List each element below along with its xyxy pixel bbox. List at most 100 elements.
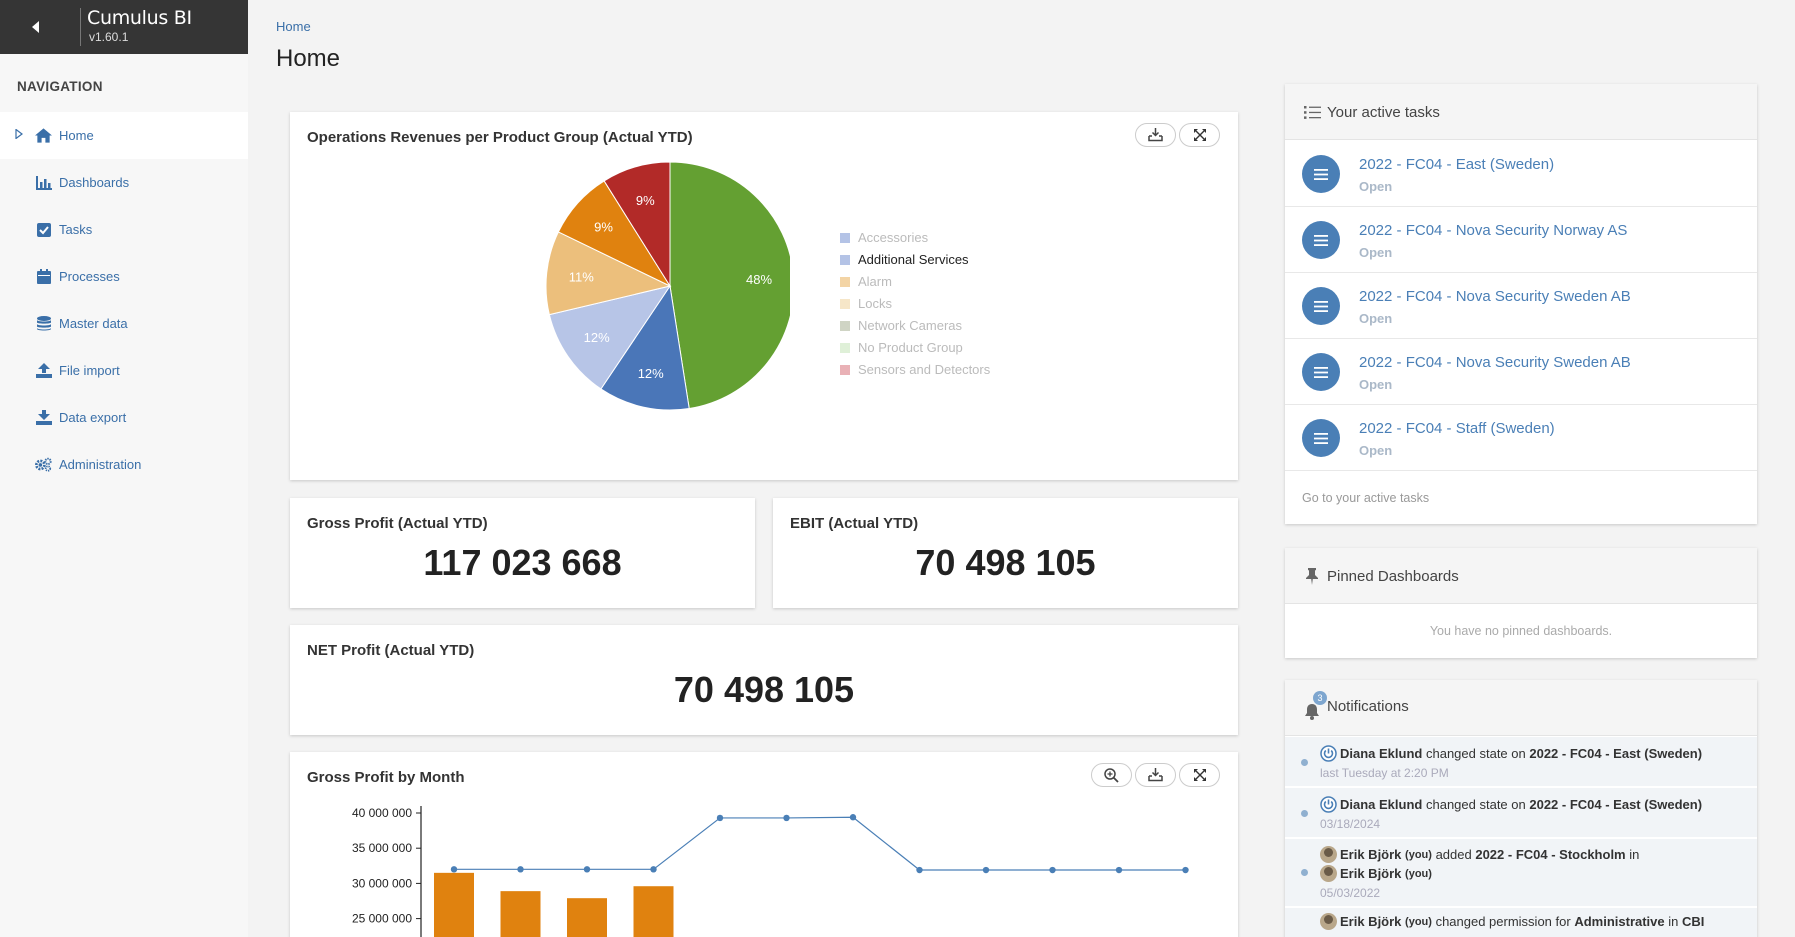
task-status: Open xyxy=(1359,311,1393,326)
sidebar-item-administration[interactable]: Administration xyxy=(0,441,248,488)
notification-user[interactable]: Erik Björk xyxy=(1340,914,1402,929)
task-item[interactable]: 2022 - FC04 - Staff (Sweden) Open xyxy=(1285,405,1757,471)
fullscreen-button[interactable] xyxy=(1179,763,1220,787)
caret-left-icon xyxy=(32,21,39,33)
breadcrumb[interactable]: Home xyxy=(276,19,311,34)
notification-tail: in xyxy=(1629,847,1640,862)
unread-dot xyxy=(1301,759,1308,766)
sidebar-item-master-data[interactable]: Master data xyxy=(0,300,248,347)
notification-item[interactable]: Diana Eklund changed state on 2022 - FC0… xyxy=(1285,737,1757,787)
page-title: Home xyxy=(276,45,341,72)
download-button[interactable] xyxy=(1135,123,1176,147)
notification-text: Diana Eklund changed state on 2022 - FC0… xyxy=(1320,796,1702,813)
line-point xyxy=(982,866,990,874)
notification-time: 05/03/2022 xyxy=(1320,886,1381,900)
task-item[interactable]: 2022 - FC04 - East (Sweden) Open xyxy=(1285,141,1757,207)
pie-slice-label: 9% xyxy=(594,219,613,234)
legend-item[interactable]: Sensors and Detectors xyxy=(840,362,990,377)
legend-item[interactable]: No Product Group xyxy=(840,340,963,355)
legend-item[interactable]: Alarm xyxy=(840,274,892,289)
sidebar-item-data-export[interactable]: Data export xyxy=(0,394,248,441)
line-point xyxy=(716,814,724,822)
notification-badge: 3 xyxy=(1313,691,1327,705)
notification-item[interactable]: Diana Eklund changed state on 2022 - FC0… xyxy=(1285,788,1757,838)
sidebar-item-processes[interactable]: Processes xyxy=(0,253,248,300)
database-icon xyxy=(35,315,52,332)
app-name: Cumulus BI xyxy=(87,7,192,29)
sidebar-item-label: Processes xyxy=(59,269,120,284)
sidebar-item-home[interactable]: Home xyxy=(0,112,248,159)
legend-swatch xyxy=(840,276,850,287)
notification-target[interactable]: 2022 - FC04 - Stockholm xyxy=(1475,847,1626,862)
legend-swatch xyxy=(840,342,850,353)
legend-item[interactable]: Accessories xyxy=(840,230,928,245)
avatar xyxy=(1320,913,1337,930)
legend-item[interactable]: Network Cameras xyxy=(840,318,962,333)
zoom-in-icon xyxy=(1104,767,1119,783)
legend-label: Sensors and Detectors xyxy=(858,362,991,377)
pie-slice xyxy=(603,162,671,288)
download-button[interactable] xyxy=(1135,763,1176,787)
line-point xyxy=(450,866,458,873)
y-tick-label: 35 000 000 xyxy=(352,841,412,855)
notification-user[interactable]: Erik Björk xyxy=(1340,866,1402,881)
task-item[interactable]: 2022 - FC04 - Nova Security Sweden AB Op… xyxy=(1285,339,1757,405)
pie-slice-label: 11% xyxy=(569,269,594,284)
sidebar-item-label: File import xyxy=(59,363,120,378)
task-title[interactable]: 2022 - FC04 - Staff (Sweden) xyxy=(1359,420,1555,437)
fullscreen-button[interactable] xyxy=(1179,123,1220,147)
active-tasks-link[interactable]: Go to your active tasks xyxy=(1302,491,1430,505)
sidebar-collapse-button[interactable] xyxy=(0,0,72,54)
pie-slice xyxy=(600,284,690,411)
notification-user[interactable]: Erik Björk xyxy=(1340,847,1402,862)
sidebar-item-dashboards[interactable]: Dashboards xyxy=(0,159,248,206)
y-tick-label: 40 000 000 xyxy=(352,806,412,820)
pie-slice xyxy=(548,285,672,390)
expand-icon xyxy=(1193,129,1206,141)
notification-action: changed state on xyxy=(1425,797,1526,812)
checkbox-icon xyxy=(35,221,52,238)
download-icon xyxy=(1148,128,1163,142)
line-point xyxy=(517,866,524,873)
active-tasks-panel: Your active tasks 2022 - FC04 - East (Sw… xyxy=(1285,84,1757,524)
pinned-empty-text: You have no pinned dashboards. xyxy=(1429,624,1613,638)
notification-user[interactable]: Diana Eklund xyxy=(1340,746,1423,761)
task-icon xyxy=(1302,155,1340,193)
notification-target[interactable]: CBI xyxy=(1682,914,1705,929)
legend-item[interactable]: Locks xyxy=(840,296,892,311)
bar xyxy=(567,898,607,937)
line-point xyxy=(583,866,591,873)
panel-header: Your active tasks xyxy=(1285,84,1757,140)
list-icon xyxy=(1303,103,1321,121)
panel-title: Notifications xyxy=(1327,698,1409,715)
unread-dot xyxy=(1301,810,1308,817)
task-title[interactable]: 2022 - FC04 - East (Sweden) xyxy=(1359,156,1555,173)
kpi-value: 117 023 668 xyxy=(423,542,622,583)
notification-target[interactable]: 2022 - FC04 - East (Sweden) xyxy=(1529,797,1703,812)
notification-target[interactable]: Administrative xyxy=(1574,914,1665,929)
sidebar-item-tasks[interactable]: Tasks xyxy=(0,206,248,253)
notification-item[interactable]: Erik Björk (you) added 2022 - FC04 - Sto… xyxy=(1285,839,1757,907)
task-status: Open xyxy=(1359,179,1393,194)
sidebar-item-file-import[interactable]: File import xyxy=(0,347,248,394)
notification-item[interactable]: Erik Björk (you) changed permission for … xyxy=(1285,908,1757,937)
panel-title: Your active tasks xyxy=(1327,104,1440,121)
brand-bar: Cumulus BI v1.60.1 xyxy=(0,0,248,54)
pie-legend: Accessories Additional Services Alarm Lo… xyxy=(840,230,1040,380)
legend-label: Locks xyxy=(858,296,892,311)
task-title[interactable]: 2022 - FC04 - Nova Security Sweden AB xyxy=(1359,288,1631,305)
task-title[interactable]: 2022 - FC04 - Nova Security Sweden AB xyxy=(1359,354,1631,371)
task-title[interactable]: 2022 - FC04 - Nova Security Norway AS xyxy=(1359,222,1628,239)
zoom-button[interactable] xyxy=(1091,763,1132,787)
notification-user[interactable]: Diana Eklund xyxy=(1340,797,1423,812)
legend-item[interactable]: Additional Services xyxy=(840,252,969,267)
task-item[interactable]: 2022 - FC04 - Nova Security Sweden AB Op… xyxy=(1285,273,1757,339)
y-tick-label: 25 000 000 xyxy=(352,912,412,926)
task-icon xyxy=(1302,221,1340,259)
task-item[interactable]: 2022 - FC04 - Nova Security Norway AS Op… xyxy=(1285,207,1757,273)
avatar xyxy=(1320,865,1337,882)
notification-target[interactable]: 2022 - FC04 - East (Sweden) xyxy=(1529,746,1703,761)
power-icon xyxy=(1320,745,1337,762)
pie-slice-label: 12% xyxy=(638,366,664,381)
nav-list: Home Dashboards Tasks Processes Master d… xyxy=(0,112,248,488)
